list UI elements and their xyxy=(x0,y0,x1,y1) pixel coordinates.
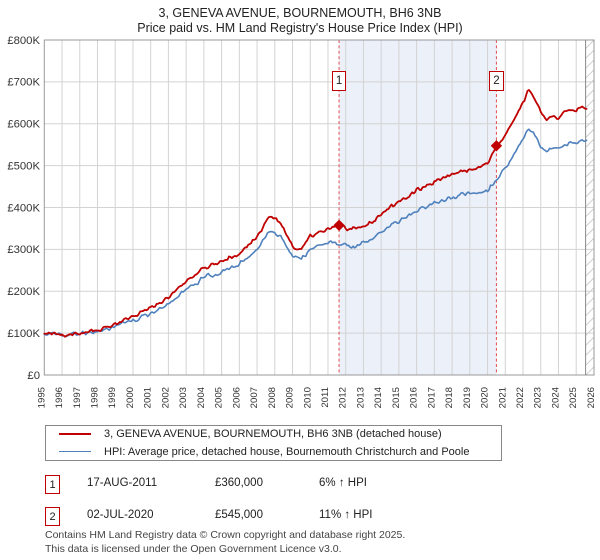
svg-text:2017: 2017 xyxy=(426,387,437,408)
svg-text:2010: 2010 xyxy=(302,387,313,408)
svg-text:2016: 2016 xyxy=(409,387,420,408)
svg-text:2023: 2023 xyxy=(533,387,544,408)
svg-text:2009: 2009 xyxy=(285,387,296,408)
svg-text:£200K: £200K xyxy=(7,286,40,298)
svg-text:1995: 1995 xyxy=(36,387,47,408)
svg-text:1998: 1998 xyxy=(89,387,100,408)
svg-text:2019: 2019 xyxy=(462,387,473,408)
svg-text:2002: 2002 xyxy=(160,387,171,408)
svg-text:2025: 2025 xyxy=(568,387,579,408)
svg-text:2012: 2012 xyxy=(338,387,349,408)
svg-text:£800K: £800K xyxy=(7,35,40,47)
svg-text:£600K: £600K xyxy=(7,119,40,131)
svg-text:2007: 2007 xyxy=(249,387,260,408)
svg-text:2003: 2003 xyxy=(178,387,189,408)
svg-text:£500K: £500K xyxy=(7,160,40,172)
svg-text:2026: 2026 xyxy=(586,387,597,408)
svg-text:2005: 2005 xyxy=(214,387,225,408)
svg-text:2021: 2021 xyxy=(497,387,508,408)
svg-text:2000: 2000 xyxy=(125,387,136,408)
svg-text:£100K: £100K xyxy=(7,328,40,340)
svg-text:1999: 1999 xyxy=(107,387,118,408)
svg-text:2008: 2008 xyxy=(267,387,278,408)
svg-text:2013: 2013 xyxy=(355,387,366,408)
svg-text:2020: 2020 xyxy=(480,387,491,408)
svg-text:1997: 1997 xyxy=(72,387,83,408)
svg-text:2006: 2006 xyxy=(231,387,242,408)
svg-text:2014: 2014 xyxy=(373,386,384,408)
svg-text:2015: 2015 xyxy=(391,387,402,408)
svg-text:2004: 2004 xyxy=(196,386,207,408)
svg-text:2001: 2001 xyxy=(143,387,154,408)
svg-text:2018: 2018 xyxy=(444,387,455,408)
svg-text:£0: £0 xyxy=(27,370,40,382)
svg-text:£300K: £300K xyxy=(7,244,40,256)
svg-text:2011: 2011 xyxy=(320,387,331,408)
svg-text:1996: 1996 xyxy=(54,387,65,408)
svg-text:£700K: £700K xyxy=(7,77,40,89)
svg-text:2024: 2024 xyxy=(550,386,561,408)
svg-text:2022: 2022 xyxy=(515,387,526,408)
svg-text:£400K: £400K xyxy=(7,202,40,214)
